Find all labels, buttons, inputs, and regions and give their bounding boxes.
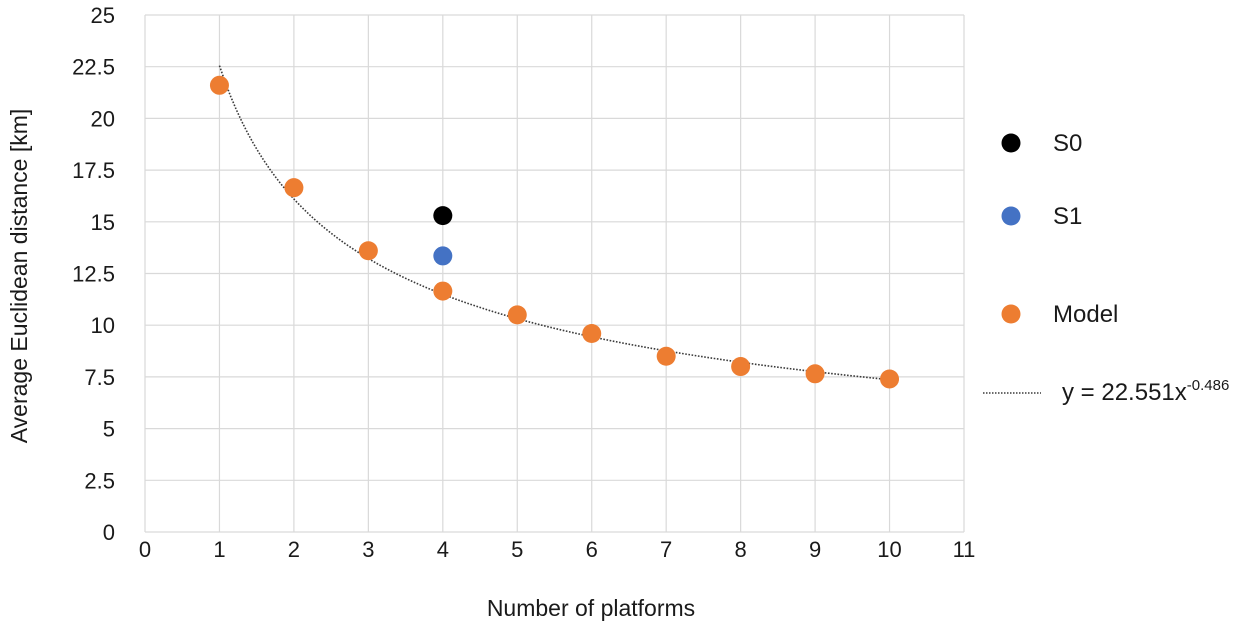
point-s1-0	[433, 246, 453, 266]
point-model-5	[582, 323, 602, 343]
point-model-2	[358, 241, 378, 261]
x-tick-label-0: 0	[139, 537, 151, 562]
y-tick-label-4: 10	[91, 313, 115, 338]
point-model-0	[209, 75, 229, 95]
x-tick-label-4: 4	[437, 537, 449, 562]
legend-label-model: Model	[1053, 301, 1118, 328]
x-tick-label-2: 2	[288, 537, 300, 562]
trendline	[218, 65, 890, 381]
y-tick-labels: 0 2.5 5 7.5 10 12.5 15 17.5 20 22.5 25	[72, 3, 115, 545]
point-model-7	[731, 357, 751, 377]
trendline-equation-exponent: -0.486	[1187, 377, 1230, 394]
legend-label-s0: S0	[1053, 130, 1082, 157]
point-model-8	[805, 364, 825, 384]
x-axis-title: Number of platforms	[487, 595, 695, 621]
point-model-6	[656, 346, 676, 366]
point-model-4	[507, 305, 527, 325]
legend-label-trendline: y = 22.551x-0.486	[1062, 377, 1229, 406]
legend: S0 S1 Model y = 22.551x-0.486	[983, 130, 1229, 406]
y-tick-label-0: 0	[103, 520, 115, 545]
y-tick-label-3: 7.5	[84, 365, 115, 390]
x-tick-label-5: 5	[511, 537, 523, 562]
x-tick-label-1: 1	[213, 537, 225, 562]
y-tick-label-6: 15	[91, 210, 115, 235]
data-points	[209, 75, 900, 389]
point-s0-0	[433, 206, 453, 226]
x-tick-label-8: 8	[735, 537, 747, 562]
x-tick-label-11: 11	[953, 537, 976, 562]
y-tick-label-9: 22.5	[72, 55, 115, 80]
x-tick-label-9: 9	[809, 537, 821, 562]
y-tick-label-1: 2.5	[84, 468, 115, 493]
x-tick-label-6: 6	[586, 537, 598, 562]
grid	[144, 14, 965, 533]
x-tick-label-7: 7	[660, 537, 672, 562]
y-tick-label-8: 20	[91, 106, 115, 131]
x-tick-label-3: 3	[362, 537, 374, 562]
legend-marker-s1	[1001, 206, 1021, 226]
y-axis-title: Average Euclidean distance [km]	[6, 109, 32, 444]
y-tick-label-2: 5	[103, 417, 115, 442]
x-tick-label-10: 10	[877, 537, 901, 562]
legend-marker-s0	[1001, 133, 1021, 153]
trendline-equation-base: y = 22.551x	[1062, 379, 1187, 406]
point-model-1	[284, 178, 304, 198]
point-model-3	[433, 281, 453, 301]
point-model-9	[880, 369, 900, 389]
legend-label-s1: S1	[1053, 203, 1082, 230]
y-tick-label-10: 25	[91, 3, 115, 28]
y-tick-label-7: 17.5	[72, 158, 115, 183]
x-tick-labels: 0 1 2 3 4 5 6 7 8 9 10 11	[139, 537, 976, 562]
legend-marker-model	[1001, 304, 1021, 324]
y-tick-label-5: 12.5	[72, 262, 115, 287]
